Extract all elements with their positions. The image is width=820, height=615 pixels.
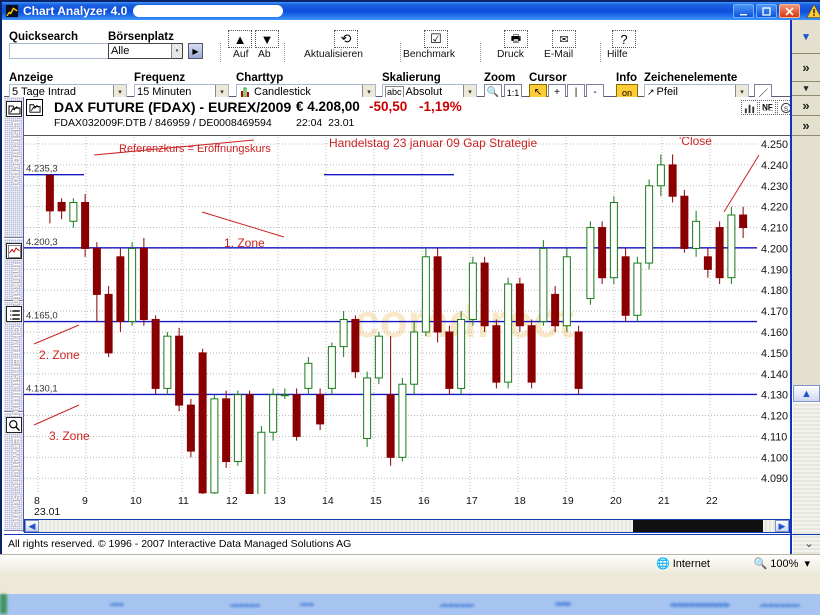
svg-text:4.165,0: 4.165,0 xyxy=(26,311,58,322)
svg-text:'Close: 'Close xyxy=(679,137,712,148)
svg-text:S: S xyxy=(783,105,788,112)
svg-text:Handelstag 23 januar 09 Gap St: Handelstag 23 januar 09 Gap Strategie xyxy=(329,137,537,150)
svg-text:4.160: 4.160 xyxy=(761,327,788,339)
svg-text:4.250: 4.250 xyxy=(761,139,788,151)
svg-text:4.090: 4.090 xyxy=(761,473,788,485)
svg-text:1. Zone: 1. Zone xyxy=(224,236,265,250)
svg-text:4.180: 4.180 xyxy=(761,285,788,297)
svg-text:4.140: 4.140 xyxy=(761,369,788,381)
svg-text:4.130: 4.130 xyxy=(761,390,788,402)
svg-text:4.100: 4.100 xyxy=(761,452,788,464)
svg-text:4.200,3: 4.200,3 xyxy=(26,237,58,248)
svg-text:4.210: 4.210 xyxy=(761,223,788,235)
svg-text:4.150: 4.150 xyxy=(761,348,788,360)
svg-text:3. Zone: 3. Zone xyxy=(49,429,90,443)
svg-text:4.235,3: 4.235,3 xyxy=(26,164,58,175)
svg-text:4.230: 4.230 xyxy=(761,181,788,193)
svg-text:4.240: 4.240 xyxy=(761,160,788,172)
svg-text:4.170: 4.170 xyxy=(761,306,788,318)
svg-text:4.120: 4.120 xyxy=(761,411,788,423)
svg-text:4.130,1: 4.130,1 xyxy=(26,383,58,394)
svg-text:4.200: 4.200 xyxy=(761,243,788,255)
svg-text:4.190: 4.190 xyxy=(761,264,788,276)
svg-text:4.110: 4.110 xyxy=(761,431,787,443)
svg-text:4.220: 4.220 xyxy=(761,202,788,214)
svg-text:2. Zone: 2. Zone xyxy=(39,348,80,362)
svg-text:Referenzkurs = Eröffnungskurs: Referenzkurs = Eröffnungskurs xyxy=(119,143,271,155)
